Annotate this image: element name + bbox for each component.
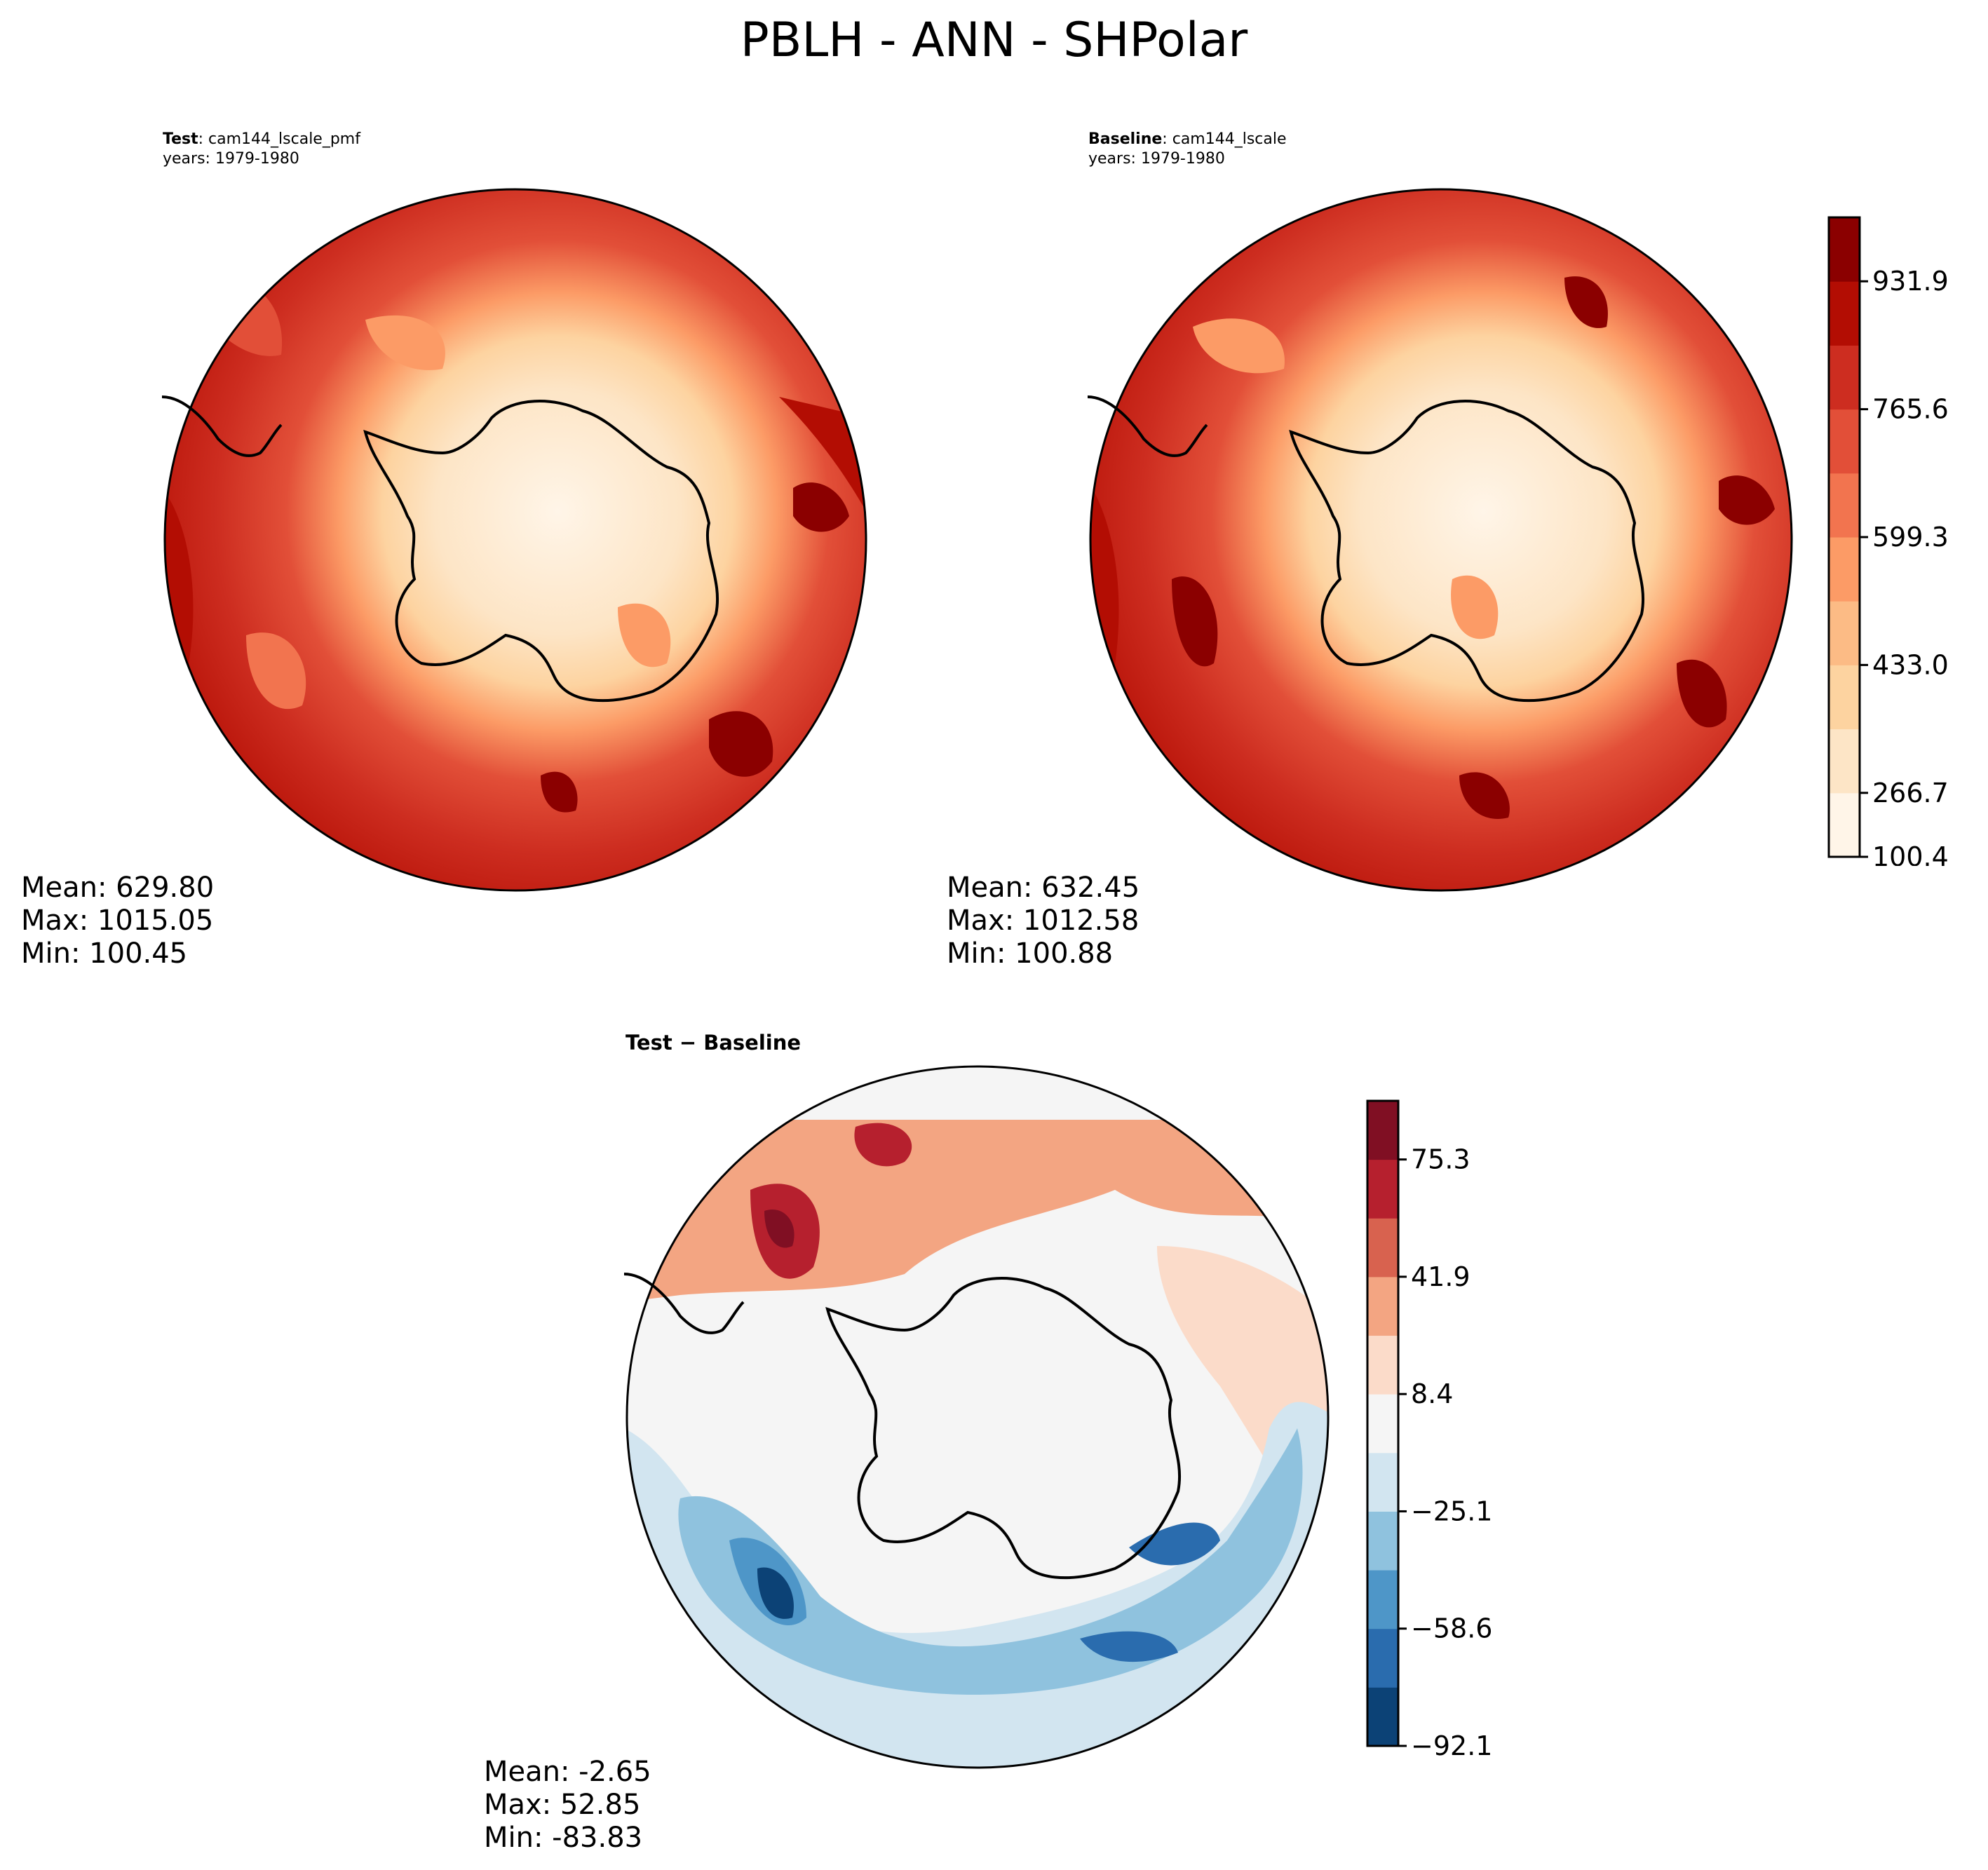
test-antarctica-coastline (363, 400, 719, 703)
baseline-colorbar-tick-label: 599.3 (1872, 522, 1949, 553)
baseline-polar-map (1088, 188, 1793, 892)
difference-colorbar-band (1367, 1687, 1398, 1747)
difference-colorbar-band (1367, 1159, 1398, 1219)
difference-colorbar-tick-label: −25.1 (1411, 1496, 1492, 1526)
baseline-contour-orange-1 (1193, 318, 1285, 374)
baseline-colorbar-band (1829, 473, 1860, 538)
difference-stats: Mean: -2.65 Max: 52.85 Min: -83.83 (484, 1756, 651, 1855)
test-contour-red-2 (246, 632, 306, 710)
baseline-label-sep: : (1162, 130, 1168, 148)
difference-colorbar-band (1367, 1511, 1398, 1571)
test-polar-map (162, 188, 867, 892)
difference-antarctica-coastline (825, 1277, 1182, 1580)
test-south-america-coast (162, 395, 283, 457)
difference-colorbar-tick-label: 75.3 (1411, 1144, 1470, 1175)
difference-max: Max: 52.85 (484, 1789, 641, 1821)
difference-mean: Mean: -2.65 (484, 1756, 651, 1788)
baseline-colorbar-band (1829, 409, 1860, 474)
difference-colorbar-tick-label: 41.9 (1411, 1261, 1470, 1292)
difference-colorbar-bands (1367, 1101, 1398, 1747)
baseline-contour-max-3 (1677, 659, 1727, 728)
difference-neg-min-3 (1080, 1631, 1178, 1662)
test-contour-orange-2 (618, 603, 671, 668)
baseline-colorbar-tick-label: 931.9 (1872, 266, 1949, 297)
figure-title: PBLH - ANN - SHPolar (740, 13, 1248, 68)
baseline-map-boundary (1089, 188, 1793, 892)
baseline-colorbar: 931.9 765.6 599.3 433.0 266.7 100.4 (1827, 216, 1949, 866)
baseline-colorbar-bands (1829, 217, 1860, 858)
baseline-contour-max-1 (1172, 576, 1218, 667)
test-label-sep: : (198, 130, 204, 148)
baseline-colorbar-band (1829, 601, 1860, 665)
baseline-years: years: 1979-1980 (1088, 150, 1225, 168)
difference-colorbar-band (1367, 1101, 1398, 1160)
test-max: Max: 1015.05 (21, 904, 214, 937)
difference-neg-min-4 (1129, 1522, 1220, 1566)
difference-colorbar-band (1367, 1452, 1398, 1512)
difference-colorbar-band (1367, 1335, 1398, 1395)
difference-colorbar-tick-label: −58.6 (1411, 1613, 1492, 1644)
test-contour-orange-1 (365, 315, 445, 370)
difference-colorbar-band (1367, 1570, 1398, 1630)
difference-colorbar-ticks: 75.3 41.9 8.4 −25.1 −58.6 −92.1 (1398, 1144, 1492, 1761)
baseline-colorbar-band (1829, 281, 1860, 346)
baseline-contour-max-5 (1564, 276, 1608, 328)
test-years: years: 1979-1980 (163, 150, 299, 168)
baseline-max: Max: 1012.58 (947, 904, 1140, 937)
test-map-boundary (163, 188, 867, 892)
test-mean: Mean: 629.80 (21, 872, 215, 904)
baseline-contour-orange-2 (1451, 575, 1499, 639)
test-contour-max-3 (541, 771, 578, 813)
baseline-south-america-coast (1088, 395, 1208, 457)
baseline-case-name: cam144_lscale (1172, 130, 1287, 148)
difference-neg-min-2 (757, 1567, 794, 1619)
test-label: Test (163, 130, 198, 148)
difference-panel-title: Test − Baseline (626, 1031, 802, 1055)
difference-colorbar-band (1367, 1218, 1398, 1278)
test-case-name: cam144_lscale_pmf (208, 130, 360, 148)
baseline-min: Min: 100.88 (947, 937, 1114, 970)
baseline-mean: Mean: 632.45 (947, 872, 1140, 904)
test-panel-title: Test: cam144_lscale_pmf years: 1979-1980 (163, 130, 360, 169)
difference-map-boundary (626, 1065, 1330, 1769)
difference-colorbar-tick-label: −92.1 (1411, 1730, 1492, 1761)
baseline-colorbar-band (1829, 729, 1860, 794)
difference-colorbar-band (1367, 1394, 1398, 1454)
difference-neg-band-mid (678, 1428, 1303, 1695)
difference-colorbar: 75.3 41.9 8.4 −25.1 −58.6 −92.1 (1366, 1099, 1492, 1761)
baseline-colorbar-tick-label: 266.7 (1872, 778, 1949, 808)
difference-colorbar-band (1367, 1628, 1398, 1688)
test-contour-max-1 (793, 482, 849, 532)
difference-polar-map (624, 1065, 1330, 1769)
baseline-colorbar-ticks: 931.9 765.6 599.3 433.0 266.7 100.4 (1860, 266, 1949, 866)
test-contour-max-2 (709, 711, 773, 777)
difference-min: Min: -83.83 (484, 1822, 643, 1854)
baseline-colorbar-band (1829, 217, 1860, 282)
baseline-stats: Mean: 632.45 Max: 1012.58 Min: 100.88 (947, 872, 1140, 970)
difference-neg-band-south (627, 1402, 1328, 1768)
difference-pos-max-3 (854, 1123, 912, 1167)
baseline-contour-max-4 (1459, 772, 1510, 819)
baseline-colorbar-band (1829, 792, 1860, 858)
difference-pos-max-2 (764, 1210, 794, 1248)
baseline-colorbar-tick-label: 100.4 (1872, 841, 1949, 866)
baseline-panel-title: Baseline: cam144_lscale years: 1979-1980 (1088, 130, 1287, 169)
baseline-colorbar-tick-label: 765.6 (1872, 394, 1949, 425)
baseline-field (1090, 189, 1792, 890)
test-min: Min: 100.45 (21, 937, 188, 970)
baseline-colorbar-tick-label: 433.0 (1872, 649, 1949, 680)
difference-colorbar-frame (1366, 1099, 1400, 1747)
baseline-colorbar-band (1829, 665, 1860, 730)
difference-colorbar-band (1367, 1276, 1398, 1336)
baseline-label: Baseline (1088, 130, 1163, 148)
baseline-antarctica-coastline (1289, 400, 1645, 703)
baseline-contour-max-2 (1719, 475, 1775, 525)
difference-colorbar-tick-label: 8.4 (1411, 1378, 1453, 1409)
baseline-colorbar-band (1829, 537, 1860, 602)
difference-south-america-coast (624, 1273, 745, 1334)
test-stats: Mean: 629.80 Max: 1015.05 Min: 100.45 (21, 872, 214, 970)
baseline-colorbar-band (1829, 345, 1860, 410)
